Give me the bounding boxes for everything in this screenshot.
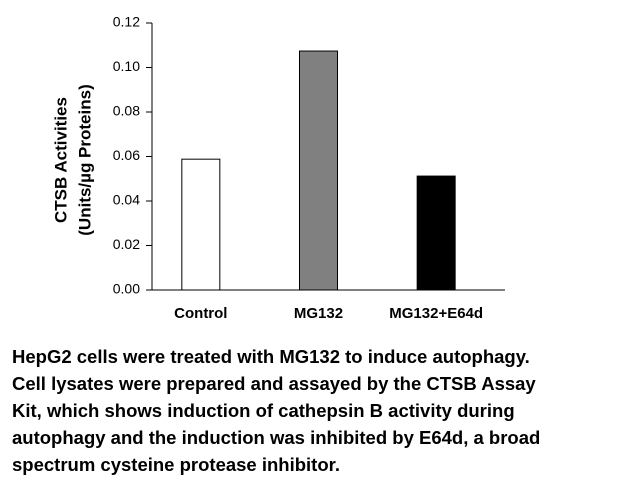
x-tick-label: Control — [174, 305, 227, 322]
caption-line: spectrum cysteine protease inhibitor. — [12, 454, 340, 475]
bar — [299, 50, 338, 291]
y-tick-label: 0.02 — [113, 236, 140, 252]
y-axis-label: CTSB Activities — [51, 97, 70, 223]
y-tick-label: 0.10 — [113, 58, 140, 74]
caption-line: HepG2 cells were treated with MG132 to i… — [12, 346, 530, 367]
y-tick-label: 0.04 — [113, 192, 140, 208]
y-tick-label: 0.12 — [113, 14, 140, 30]
y-tick-label: 0.00 — [113, 281, 140, 297]
bar — [181, 158, 221, 291]
y-axis-label: (Units/µg Proteins) — [75, 84, 94, 235]
caption-line: Kit, which shows induction of cathepsin … — [12, 400, 515, 421]
caption-line: autophagy and the induction was inhibite… — [12, 427, 540, 448]
y-tick-label: 0.06 — [113, 147, 140, 163]
caption-line: Cell lysates were prepared and assayed b… — [12, 373, 536, 394]
y-tick-label: 0.08 — [113, 103, 140, 119]
bar — [416, 175, 456, 291]
x-tick-label: MG132+E64d — [389, 305, 483, 322]
x-tick-label: MG132 — [294, 305, 343, 322]
